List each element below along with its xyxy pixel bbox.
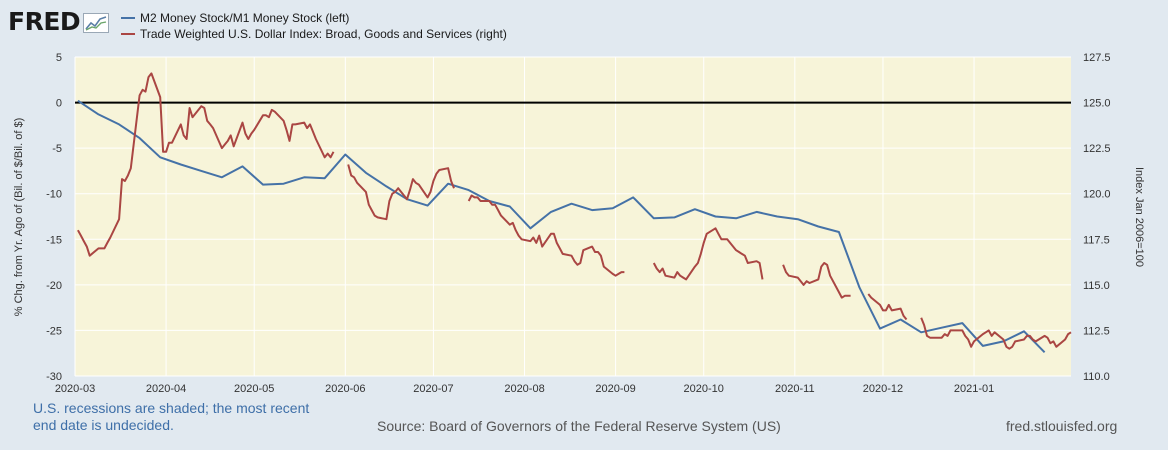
series-m2m1-line [77, 99, 1046, 354]
line-graph-icon [83, 12, 110, 33]
y-left-tick-label: -5 [52, 143, 62, 155]
x-tick-label: 2021-01 [954, 383, 994, 395]
series-twexb-path [652, 227, 764, 281]
series-twexb-line [77, 72, 1072, 350]
y-left-tick-label: -30 [46, 371, 62, 383]
legend-swatch-m2m1 [121, 17, 135, 19]
y-right-tick-label: 127.5 [1083, 52, 1111, 64]
fred-logo[interactable]: FRED [8, 7, 110, 36]
y-left-tick-label: -25 [46, 325, 62, 337]
y-axis-left-label: % Chg. from Yr. Ago of (Bil. of $/Bil. o… [13, 118, 25, 317]
y-left-tick-label: 0 [56, 98, 62, 110]
x-tick-label: 2020-11 [775, 383, 815, 395]
y-left-tick-label: 5 [56, 52, 62, 64]
plot-area [75, 57, 1071, 376]
x-tick-label: 2020-12 [863, 383, 903, 395]
series-twexb-path [782, 262, 851, 299]
line-chart: 5 0 -5 -10 -15 -20 -25 -30 127.5 125.0 122.5 120.0… [13, 52, 1145, 395]
y-right-tick-label: 125.0 [1083, 98, 1111, 110]
y-axis-right-label: Index Jan 2006=100 [1133, 167, 1145, 267]
y-left-tick-label: -10 [46, 189, 62, 201]
x-tick-label: 2020-04 [146, 383, 186, 395]
header: FRED M2 Money Stock/M1 Money Stock (left… [0, 0, 1168, 48]
legend-item-m2m1[interactable]: M2 Money Stock/M1 Money Stock (left) [121, 10, 507, 26]
series-twexb-path [77, 72, 335, 257]
y-axis-right: 127.5 125.0 122.5 120.0 117.5 115.0 112.5 110.0 [1083, 52, 1111, 383]
x-tick-label: 2020-10 [684, 383, 724, 395]
chart-legend: M2 Money Stock/M1 Money Stock (left) Tra… [121, 10, 507, 42]
y-right-tick-label: 122.5 [1083, 143, 1111, 155]
x-tick-label: 2020-05 [234, 383, 274, 395]
x-tick-label: 2020-09 [595, 383, 635, 395]
x-tick-label: 2020-06 [325, 383, 365, 395]
y-right-tick-label: 117.5 [1083, 234, 1110, 246]
series-twexb-path [467, 194, 625, 277]
series-m2m1-path [77, 99, 1046, 354]
recession-note: U.S. recessions are shaded; the most rec… [33, 400, 310, 433]
y-axis-left: 5 0 -5 -10 -15 -20 -25 -30 [46, 52, 62, 383]
site-url[interactable]: fred.stlouisfed.org [1006, 418, 1118, 434]
series-twexb-path [920, 317, 1072, 350]
x-tick-label: 2020-08 [504, 383, 544, 395]
logo-text: FRED [8, 7, 81, 36]
series-twexb-path [347, 164, 455, 221]
y-right-tick-label: 112.5 [1083, 325, 1110, 337]
x-tick-label: 2020-03 [55, 383, 95, 395]
legend-label-twexb: Trade Weighted U.S. Dollar Index: Broad,… [140, 27, 507, 41]
x-tick-label: 2020-07 [413, 383, 453, 395]
legend-item-twexb[interactable]: Trade Weighted U.S. Dollar Index: Broad,… [121, 26, 507, 42]
y-left-tick-label: -15 [46, 234, 62, 246]
y-left-tick-label: -20 [46, 280, 62, 292]
y-right-tick-label: 110.0 [1083, 371, 1110, 383]
legend-swatch-twexb [121, 33, 135, 35]
x-axis: 2020-03 2020-04 2020-05 2020-06 2020-07 2020-… [55, 383, 994, 395]
y-right-tick-label: 120.0 [1083, 189, 1111, 201]
series-twexb-path [867, 293, 908, 321]
y-right-tick-label: 115.0 [1083, 280, 1110, 292]
source-text: Source: Board of Governors of the Federa… [377, 418, 781, 434]
legend-label-m2m1: M2 Money Stock/M1 Money Stock (left) [140, 11, 350, 25]
